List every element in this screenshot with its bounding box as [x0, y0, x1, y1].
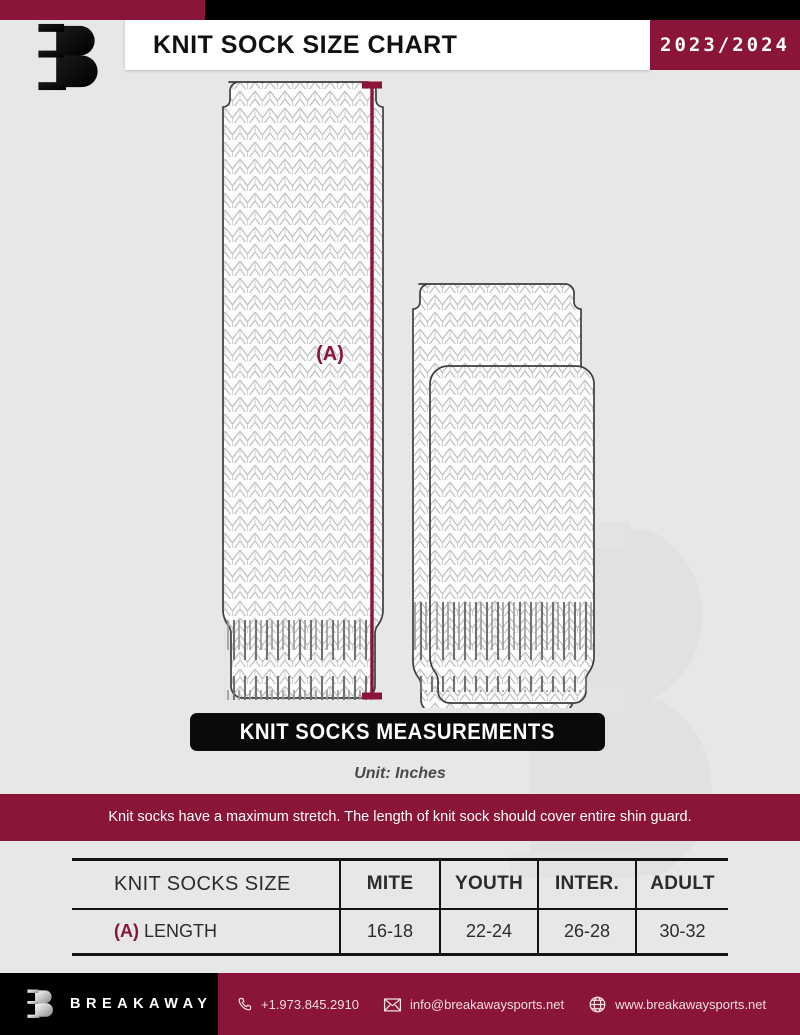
contact-phone-text: +1.973.845.2910: [261, 997, 359, 1012]
contact-email-text: info@breakawaysports.net: [409, 997, 565, 1012]
length-marker: (A): [114, 920, 139, 941]
table-cell-youth-length: 22-24: [439, 908, 538, 955]
footer-wordmark: BREAKAWAY: [70, 996, 213, 1012]
table-header-inter: INTER.: [537, 859, 636, 909]
table-row: (A) LENGTH 16-18 22-24 26-28 30-32: [72, 908, 728, 955]
page-title: KNIT SOCK SIZE CHART: [153, 30, 458, 59]
size-table: KNIT SOCKS SIZE MITE YOUTH INTER. ADULT …: [72, 858, 728, 956]
table-header-mite: MITE: [339, 859, 440, 909]
breakaway-b-logo-footer: [27, 989, 53, 1019]
page-footer: BREAKAWAY +1.973.845.2910 info@breakaway…: [0, 973, 800, 1035]
footer-brand-block: BREAKAWAY: [0, 973, 218, 1035]
table-header-adult: ADULT: [635, 859, 728, 909]
length-label: LENGTH: [144, 920, 218, 941]
top-bar-black-segment: [205, 0, 800, 20]
table-cell-mite-length: 16-18: [339, 908, 440, 955]
measurements-title: KNIT SOCKS MEASUREMENTS: [239, 719, 556, 744]
length-measure-line: [362, 81, 382, 700]
unit-label: Unit: Inches: [354, 765, 446, 782]
youth-knit-sock: [429, 365, 595, 704]
notice-text: Knit socks have a maximum stretch. The l…: [108, 808, 692, 825]
top-bar-maroon-segment: [0, 0, 205, 20]
table-cell-adult-length: 30-32: [635, 908, 728, 955]
adult-knit-sock: [222, 81, 384, 700]
table-header-row: KNIT SOCKS SIZE MITE YOUTH INTER. ADULT: [72, 859, 728, 909]
table-header-size: KNIT SOCKS SIZE: [114, 872, 291, 895]
size-table-container: KNIT SOCKS SIZE MITE YOUTH INTER. ADULT …: [72, 858, 728, 956]
envelope-icon: [383, 996, 402, 1013]
length-callout-label: (A): [316, 343, 344, 365]
season-year-label: 2023/2024: [660, 34, 790, 56]
contact-email[interactable]: info@breakawaysports.net: [383, 996, 564, 1013]
breakaway-b-logo: [38, 23, 98, 91]
globe-icon: [588, 995, 607, 1014]
page-header: KNIT SOCK SIZE CHART 2023/2024: [0, 20, 800, 91]
measurements-title-banner: KNIT SOCKS MEASUREMENTS: [190, 713, 605, 751]
table-cell-inter-length: 26-28: [537, 908, 636, 955]
phone-icon: [236, 996, 253, 1013]
top-accent-bar: [0, 0, 800, 20]
contact-phone[interactable]: +1.973.845.2910: [236, 996, 359, 1013]
season-year-badge: 2023/2024: [650, 20, 800, 70]
table-cell-length-label: (A) LENGTH: [72, 909, 340, 955]
knit-sock-diagram: (A): [222, 81, 595, 708]
contact-website[interactable]: www.breakawaysports.net: [588, 995, 766, 1014]
footer-contact-block: +1.973.845.2910 info@breakawaysports.net: [218, 973, 800, 1035]
contact-website-text: www.breakawaysports.net: [615, 997, 767, 1012]
table-header-youth: YOUTH: [439, 859, 538, 909]
header-title-container: KNIT SOCK SIZE CHART: [125, 20, 650, 70]
notice-band: Knit socks have a maximum stretch. The l…: [0, 794, 800, 841]
